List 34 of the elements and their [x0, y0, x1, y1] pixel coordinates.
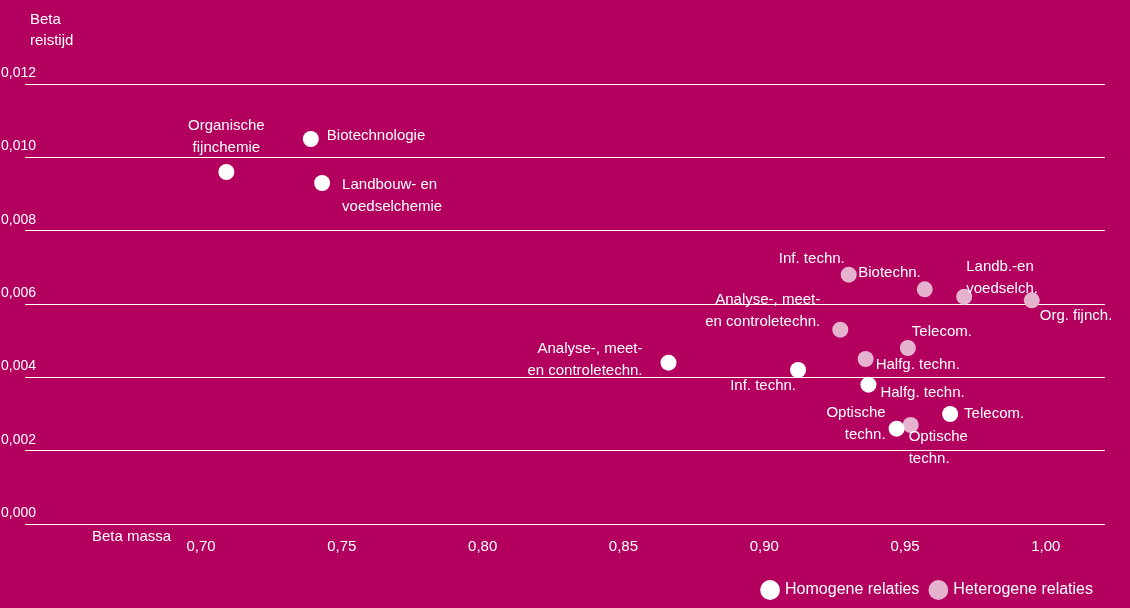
x-tick-label: 1,00: [1031, 537, 1061, 555]
x-tick-label: 0,90: [749, 537, 779, 555]
y-axis-title: Beta reistijd: [30, 9, 75, 50]
y-tick-label: 0,008: [1, 210, 37, 227]
x-tick-label: 0,80: [468, 537, 498, 555]
annotation: Landbouw- en voedselchemie: [342, 175, 443, 215]
annotation: Analyse-, meet- en controletechn.: [705, 289, 821, 329]
annotation: Halfg. techn.: [875, 355, 960, 373]
legend-label: Heterogene relaties: [953, 580, 1093, 598]
y-tick-label: 0,012: [1, 63, 37, 80]
y-tick-label: 0,002: [1, 430, 37, 447]
annotation: Telecom.: [964, 404, 1025, 422]
x-tick-label: 0,70: [186, 537, 216, 555]
y-tick-label: 0,006: [1, 283, 37, 300]
x-tick-label: 0,75: [327, 537, 357, 555]
annotation: Optische techn.: [826, 402, 886, 442]
annotation: Inf. techn.: [778, 248, 845, 266]
annotation: Org. fijnch.: [1039, 306, 1113, 324]
annotation: Organische fijnchemie: [188, 116, 265, 156]
y-tick-label: 0,010: [1, 137, 37, 154]
x-axis-title: Beta massa: [92, 527, 172, 544]
annotation: Inf. techn.: [730, 376, 797, 394]
annotation: Telecom.: [911, 322, 972, 340]
annotation: Halfg. techn.: [880, 382, 965, 400]
legend-label: Homogene relaties: [785, 580, 920, 598]
annotation: Biotechn.: [858, 263, 921, 281]
x-tick-label: 0,95: [890, 537, 920, 555]
annotation: Analyse-, meet- en controletechn.: [527, 338, 643, 378]
x-tick-label: 0,85: [608, 537, 639, 555]
annotation: Biotechnologie: [326, 126, 426, 144]
annotation: Landb.-en voedselch.: [966, 256, 1038, 296]
y-tick-label: 0,004: [1, 357, 37, 374]
y-tick-label: 0,000: [1, 503, 37, 520]
annotation: Optische techn.: [908, 427, 968, 467]
